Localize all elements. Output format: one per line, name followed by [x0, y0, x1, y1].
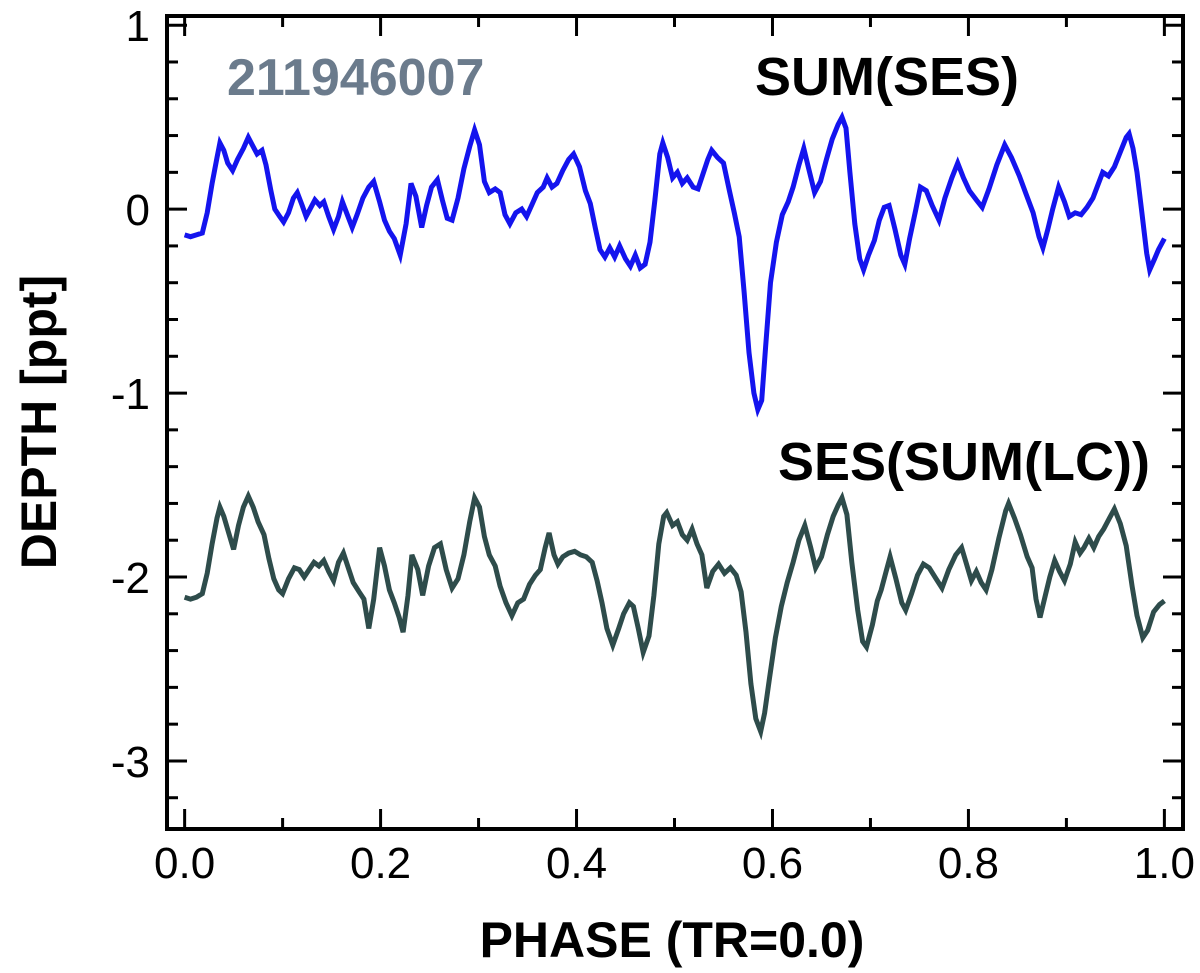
axis-tick-labels: 0.0 0.2 0.4 0.6 0.8 1.0 1 0 -1 -2 -3	[111, 2, 1195, 888]
x-tick-label: 0.6	[742, 839, 803, 888]
x-tick-label: 1.0	[1134, 839, 1195, 888]
plot-box	[165, 14, 1185, 831]
plot-frame	[165, 14, 1185, 831]
y-tick-label: -3	[111, 738, 150, 787]
x-tick-label: 0.4	[546, 839, 607, 888]
x-tick-label: 0.8	[938, 839, 999, 888]
y-tick-label: 1	[126, 2, 150, 51]
x-axis-title: PHASE (TR=0.0)	[480, 912, 865, 968]
star-id-label: 211946007	[227, 49, 484, 107]
sum-ses-curve	[183, 111, 1167, 418]
y-axis-title: DEPTH [ppt]	[11, 275, 67, 569]
x-tick-label: 0.0	[154, 839, 215, 888]
x-tick-label: 0.2	[350, 839, 411, 888]
y-tick-label: -1	[111, 370, 150, 419]
series-label-sum-ses: SUM(SES)	[755, 47, 1019, 107]
axis-ticks	[167, 16, 1183, 829]
ses-sum-lc-curve	[183, 489, 1166, 741]
y-tick-label: -2	[111, 554, 150, 603]
data-curves	[183, 111, 1167, 741]
y-tick-label: 0	[126, 186, 150, 235]
series-label-ses-sum-lc: SES(SUM(LC))	[778, 432, 1150, 492]
